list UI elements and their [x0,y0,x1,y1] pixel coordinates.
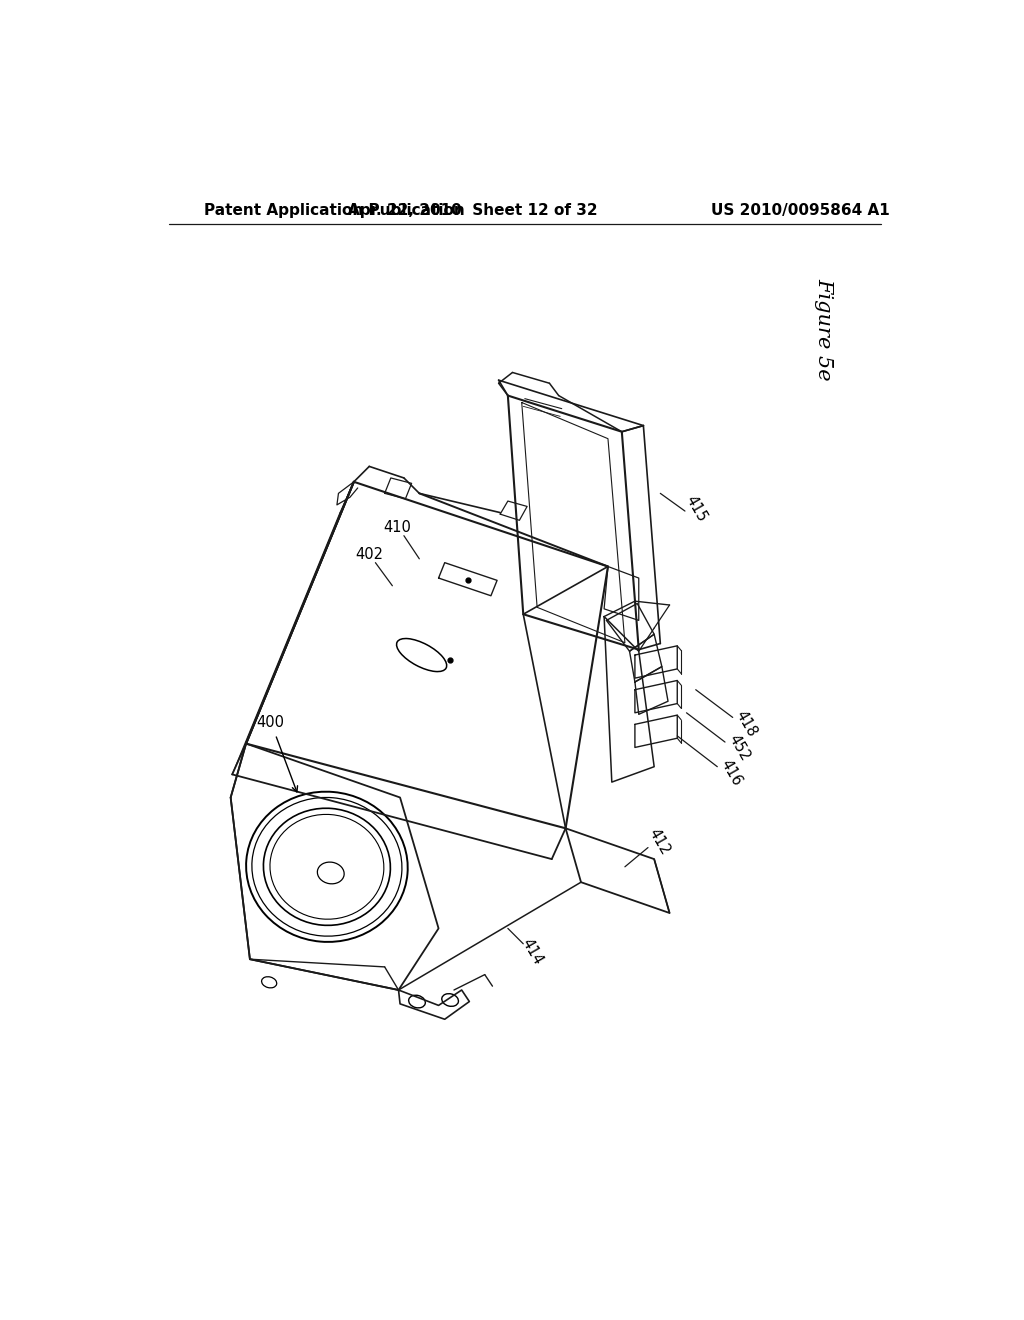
Text: US 2010/0095864 A1: US 2010/0095864 A1 [711,203,890,218]
Text: 402: 402 [355,548,383,562]
Text: Apr. 22, 2010  Sheet 12 of 32: Apr. 22, 2010 Sheet 12 of 32 [348,203,598,218]
Text: 410: 410 [384,520,412,536]
Text: 416: 416 [718,758,744,788]
Text: 412: 412 [645,826,672,858]
Text: Figure 5e: Figure 5e [814,279,834,380]
Text: 415: 415 [682,492,710,524]
Text: 418: 418 [733,708,760,739]
Text: 400: 400 [257,714,285,730]
Text: 414: 414 [519,936,546,968]
Text: 452: 452 [725,733,753,764]
Text: Patent Application Publication: Patent Application Publication [204,203,465,218]
